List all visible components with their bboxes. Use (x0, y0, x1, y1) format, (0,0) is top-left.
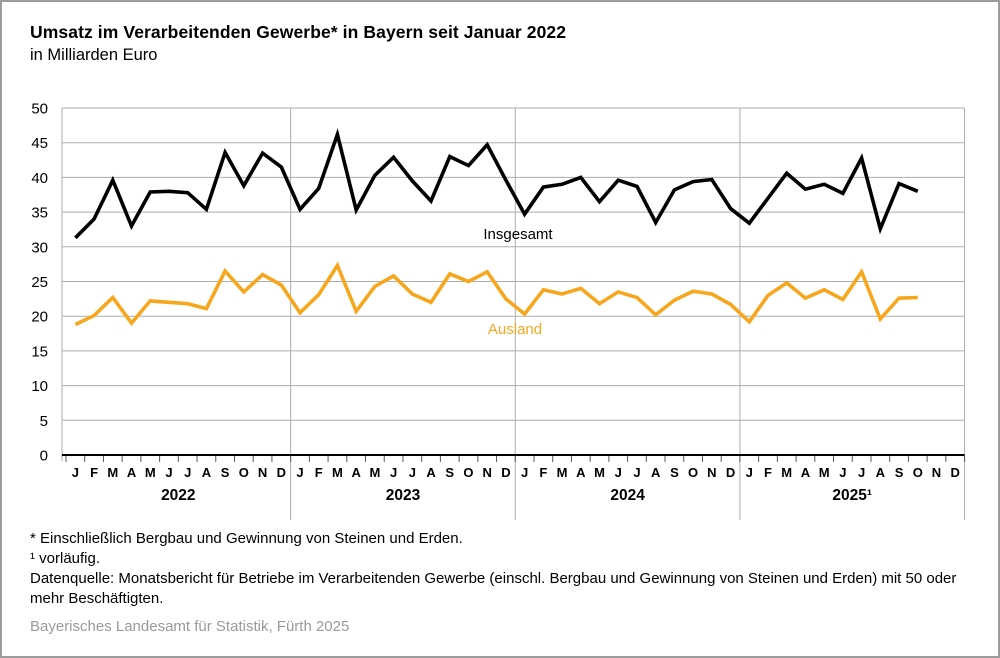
month-label: N (707, 465, 716, 480)
month-label: F (539, 465, 547, 480)
month-label: O (913, 465, 923, 480)
chart-title: Umsatz im Verarbeitenden Gewerbe* in Bay… (30, 22, 567, 42)
y-axis-label: 35 (31, 205, 48, 222)
month-label: D (501, 465, 510, 480)
y-axis-label: 15 (31, 343, 48, 360)
month-label: S (670, 465, 679, 480)
month-label: A (576, 465, 586, 480)
month-label: M (781, 465, 792, 480)
month-label: O (463, 465, 473, 480)
month-label: A (351, 465, 361, 480)
month-label: M (145, 465, 156, 480)
year-label: 2023 (386, 487, 421, 504)
month-label: A (651, 465, 661, 480)
month-label: J (521, 465, 528, 480)
month-label: F (315, 465, 323, 480)
publisher-credit: Bayerisches Landesamt für Statistik, Für… (30, 618, 350, 635)
series-line-ausland (74, 261, 918, 327)
month-label: J (409, 465, 416, 480)
month-label: N (483, 465, 492, 480)
month-label: N (932, 465, 941, 480)
series-label-insgesamt: Insgesamt (483, 226, 553, 243)
month-label: J (615, 465, 622, 480)
month-label: A (426, 465, 436, 480)
year-label: 2022 (161, 487, 195, 504)
year-label: 2025¹ (832, 487, 872, 504)
month-label: M (819, 465, 830, 480)
y-axis-label: 45 (31, 135, 48, 152)
month-label: F (90, 465, 98, 480)
month-label: O (239, 465, 249, 480)
footnote-datasource: Datenquelle: Monatsbericht für Betriebe … (30, 570, 957, 607)
month-label: D (726, 465, 735, 480)
footnote-provisional: ¹ vorläufig. (30, 550, 101, 567)
y-axis-label: 40 (31, 170, 48, 187)
month-label: J (165, 465, 172, 480)
month-label: S (445, 465, 454, 480)
year-label: 2024 (610, 487, 645, 504)
y-axis-label: 0 (40, 448, 48, 465)
month-label: J (390, 465, 397, 480)
month-label: J (633, 465, 640, 480)
month-label: A (127, 465, 137, 480)
month-label: N (258, 465, 267, 480)
y-axis-label: 10 (31, 378, 48, 395)
month-label: J (296, 465, 303, 480)
footnote-asterisk: * Einschließlich Bergbau und Gewinnung v… (30, 530, 463, 547)
month-label: A (202, 465, 212, 480)
month-label: D (277, 465, 286, 480)
y-axis-label: 20 (31, 309, 48, 326)
month-label: M (557, 465, 568, 480)
month-label: J (839, 465, 846, 480)
month-label: M (369, 465, 380, 480)
month-label: M (332, 465, 343, 480)
series-label-ausland: Ausland (488, 321, 542, 338)
month-label: O (688, 465, 698, 480)
y-axis-label: 30 (31, 239, 48, 256)
month-label: D (951, 465, 960, 480)
chart-subtitle: in Milliarden Euro (30, 46, 158, 64)
month-label: M (107, 465, 118, 480)
month-label: J (746, 465, 753, 480)
month-label: M (594, 465, 605, 480)
y-axis-label: 50 (31, 101, 48, 118)
month-label: F (764, 465, 772, 480)
y-axis-label: 5 (40, 413, 48, 430)
month-label: A (801, 465, 811, 480)
month-label: J (858, 465, 865, 480)
month-label: S (221, 465, 230, 480)
month-label: J (184, 465, 191, 480)
month-label: J (72, 465, 79, 480)
series-line-insgesamt (74, 128, 919, 240)
y-axis-label: 25 (31, 274, 48, 291)
month-label: A (876, 465, 886, 480)
month-label: S (895, 465, 904, 480)
